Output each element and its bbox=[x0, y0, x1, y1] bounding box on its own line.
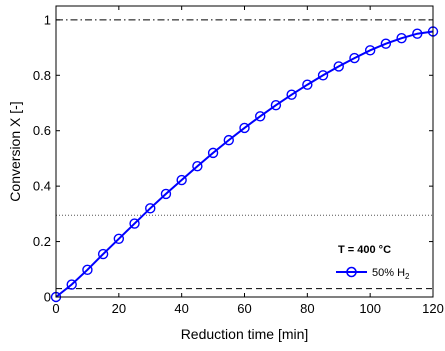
series-line bbox=[55, 30, 434, 298]
data-point bbox=[66, 279, 77, 290]
data-point bbox=[396, 32, 407, 44]
x-axis-ticks: 0 20 40 60 80 100 120 bbox=[52, 6, 444, 316]
data-point bbox=[207, 147, 219, 159]
data-point bbox=[349, 52, 360, 64]
y-tick-label: 0.6 bbox=[33, 123, 51, 138]
data-point bbox=[239, 122, 250, 134]
reference-lines bbox=[56, 19, 433, 290]
data-point bbox=[82, 264, 93, 276]
legend: 50% H2 bbox=[336, 266, 410, 281]
y-axis-label: Conversion X [-] bbox=[7, 101, 23, 201]
data-point bbox=[97, 248, 109, 260]
data-point bbox=[113, 233, 125, 245]
data-point bbox=[333, 61, 344, 72]
data-point bbox=[364, 45, 376, 56]
data-point bbox=[176, 174, 187, 186]
data-point bbox=[192, 160, 203, 172]
x-tick-label: 0 bbox=[52, 301, 59, 316]
data-point bbox=[145, 203, 156, 214]
legend-marker bbox=[346, 266, 357, 278]
y-axis-ticks: 0 0.2 0.4 0.6 0.8 1 bbox=[33, 12, 433, 305]
x-axis-label: Reduction time [min] bbox=[181, 326, 309, 342]
data-point bbox=[412, 28, 423, 39]
data-point bbox=[129, 218, 140, 229]
y-tick-label: 0.8 bbox=[33, 68, 51, 83]
x-tick-label: 60 bbox=[237, 301, 251, 316]
x-tick-label: 20 bbox=[112, 301, 126, 316]
series-layer bbox=[50, 26, 439, 303]
y-tick-label: 0.4 bbox=[33, 179, 51, 194]
legend-label-main: 50% H bbox=[372, 267, 405, 279]
x-tick-label: 100 bbox=[359, 301, 381, 316]
data-point bbox=[270, 100, 282, 111]
data-point bbox=[286, 89, 297, 100]
x-tick-label: 80 bbox=[300, 301, 314, 316]
y-tick-label: 0 bbox=[44, 290, 51, 305]
data-point bbox=[160, 188, 172, 200]
legend-label-subscript: 2 bbox=[405, 272, 410, 281]
data-point bbox=[302, 79, 313, 90]
y-tick-label: 0.2 bbox=[33, 234, 51, 249]
data-point bbox=[255, 111, 266, 122]
data-point bbox=[317, 70, 329, 81]
legend-label: 50% H2 bbox=[372, 267, 410, 281]
x-tick-label: 120 bbox=[422, 301, 444, 316]
temperature-annotation: T = 400 °C bbox=[338, 244, 391, 256]
y-tick-label: 1 bbox=[44, 12, 51, 27]
x-tick-label: 40 bbox=[174, 301, 188, 316]
data-point bbox=[223, 134, 234, 146]
data-point bbox=[380, 38, 392, 49]
